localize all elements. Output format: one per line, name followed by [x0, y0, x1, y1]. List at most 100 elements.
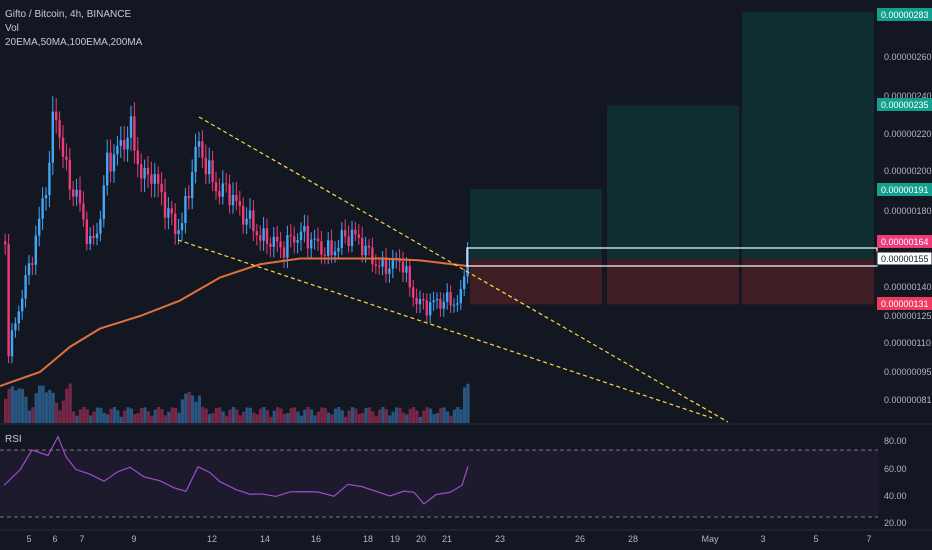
- candle-body-22: [78, 189, 82, 204]
- candle-body-81: [279, 241, 282, 248]
- volume-bar-41: [143, 407, 147, 423]
- candle-body-132: [452, 304, 456, 306]
- candle-body-9: [34, 235, 37, 265]
- volume-bar-99: [340, 410, 344, 423]
- candlesticks: [4, 96, 469, 364]
- candle-body-7: [27, 263, 31, 276]
- candle-body-79: [272, 236, 275, 247]
- price-tick-5: 0.00000140: [884, 282, 932, 292]
- price-tick-3: 0.00000200: [884, 166, 932, 176]
- price-tick-4: 0.00000180: [884, 206, 932, 216]
- volume-bar-33: [116, 410, 120, 423]
- candle-body-57: [197, 141, 201, 147]
- volume-bar-111: [381, 407, 385, 423]
- volume-bar-107: [367, 407, 371, 423]
- candle-body-14: [51, 111, 54, 163]
- volume-bar-4: [17, 388, 21, 423]
- price-label-target-0: 0.00000283: [877, 8, 932, 21]
- volume-bar-121: [415, 410, 419, 423]
- price-tick-9: 0.00000081: [884, 395, 932, 405]
- candle-body-51: [177, 230, 180, 235]
- volume-bar-30: [106, 414, 110, 423]
- price-axis[interactable]: 0.00000260 0.00000240 0.00000220 0.00000200…: [884, 52, 932, 528]
- volume-bar-13: [48, 389, 52, 423]
- volume-bar-21: [75, 415, 79, 423]
- volume-bar-66: [228, 409, 232, 423]
- candle-body-37: [129, 116, 133, 138]
- price-label-text-2: 0.00000191: [881, 185, 929, 195]
- volume-bar-105: [361, 412, 365, 423]
- stop-zone-3: [742, 258, 874, 305]
- candle-body-83: [286, 235, 289, 258]
- rsi-tick-0: 80.00: [884, 436, 907, 446]
- candle-body-47: [163, 192, 167, 218]
- candle-body-25: [89, 235, 92, 244]
- candle-body-117: [401, 261, 405, 273]
- time-tick-16: 5: [813, 534, 818, 544]
- volume-bar-51: [177, 412, 181, 423]
- volume-bar-92: [316, 411, 320, 423]
- volume-bar-63: [218, 407, 222, 423]
- price-tick-0: 0.00000260: [884, 52, 932, 62]
- price-label-bg-2: [877, 183, 932, 196]
- volume-bar-67: [231, 407, 235, 423]
- candle-body-100: [344, 230, 347, 237]
- candle-body-20: [72, 189, 75, 197]
- volume-bar-70: [242, 411, 246, 423]
- volume-bar-34: [119, 416, 123, 423]
- volume-bar-5: [21, 388, 25, 423]
- rsi-band: [0, 450, 878, 517]
- candle-body-77: [265, 228, 269, 244]
- candle-body-49: [170, 208, 173, 214]
- rsi-label[interactable]: RSI: [5, 434, 22, 445]
- candle-body-53: [184, 195, 187, 224]
- volume-bar-115: [395, 407, 399, 423]
- volume-bar-83: [286, 412, 290, 423]
- time-tick-12: 26: [575, 534, 585, 544]
- volume-bar-89: [306, 407, 310, 423]
- time-tick-8: 19: [390, 534, 400, 544]
- candle-body-33: [116, 145, 119, 155]
- volume-bar-118: [405, 414, 409, 423]
- time-tick-0: 5: [26, 534, 31, 544]
- candle-body-90: [310, 239, 313, 249]
- symbol-title[interactable]: Gifto / Bitcoin, 4h, BINANCE: [5, 9, 132, 20]
- ma-indicator-label[interactable]: 20EMA,50MA,100EMA,200MA: [5, 37, 143, 48]
- volume-bar-97: [333, 408, 337, 423]
- volume-bar-0: [4, 398, 8, 423]
- candle-body-74: [255, 231, 258, 236]
- volume-bar-31: [109, 408, 113, 423]
- volume-bar-125: [429, 408, 433, 423]
- volume-bar-69: [238, 415, 242, 423]
- candle-body-54: [187, 195, 190, 199]
- volume-bar-81: [279, 408, 283, 423]
- volume-bar-29: [102, 412, 106, 423]
- time-tick-6: 16: [311, 534, 321, 544]
- candle-body-38: [133, 116, 136, 151]
- stop-zone-1: [470, 258, 602, 305]
- volume-bar-57: [197, 395, 201, 423]
- price-label-bg-3: [877, 235, 932, 248]
- volume-bar-132: [452, 409, 456, 423]
- candle-body-93: [320, 241, 323, 255]
- price-label-text-4: 0.00000155: [881, 254, 929, 264]
- candle-body-36: [126, 137, 129, 150]
- price-label-target-2: 0.00000191: [877, 183, 932, 196]
- time-tick-3: 9: [131, 534, 136, 544]
- candle-body-6: [24, 275, 27, 299]
- volume-bar-73: [252, 412, 256, 423]
- volume-bar-130: [446, 411, 450, 423]
- candle-body-43: [150, 174, 153, 184]
- candle-body-80: [276, 236, 279, 242]
- volume-bar-102: [350, 407, 354, 423]
- volume-indicator-label[interactable]: Vol: [5, 23, 19, 34]
- volume-bar-136: [466, 383, 470, 423]
- volume-bar-64: [221, 411, 225, 423]
- candle-body-31: [109, 152, 112, 172]
- candle-body-4: [17, 311, 20, 324]
- volume-bar-71: [245, 407, 249, 423]
- time-axis[interactable]: 5 6 7 9 12 14 16 18 19 20 21 23 26 28 May 3 5 7: [26, 534, 871, 544]
- volume-bar-15: [55, 402, 59, 423]
- volume-bar-53: [184, 393, 188, 423]
